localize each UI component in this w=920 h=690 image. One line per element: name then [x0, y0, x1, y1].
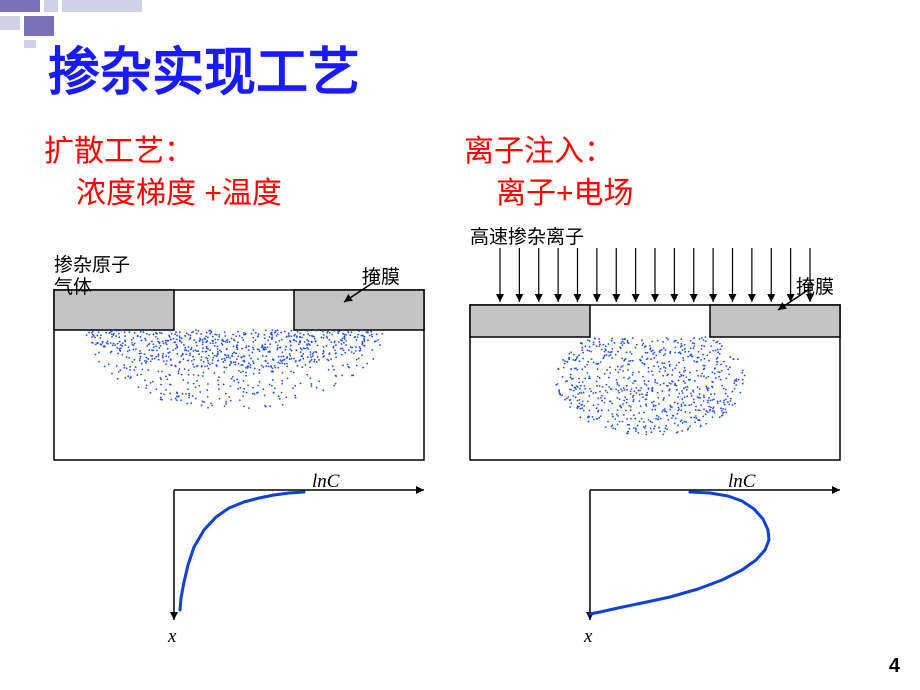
axis-x-left: x [168, 626, 176, 648]
page-number: 4 [889, 655, 900, 678]
right-subtitle-2: 离子+电场 [496, 168, 634, 212]
left-subtitle-1: 扩散工艺： [44, 126, 194, 170]
label-ions: 高速掺杂离子 [470, 222, 584, 249]
ion-implant-diagram: 高速掺杂离子 掩膜 lnC x [460, 210, 880, 650]
label-mask-right: 掩膜 [796, 272, 834, 299]
left-subtitle-2: 浓度梯度 +温度 [76, 168, 282, 212]
diffusion-diagram: 掺杂原子 气体 掩膜 lnC x [44, 210, 444, 650]
axis-x-right: x [584, 626, 592, 648]
right-subtitle-1: 离子注入： [464, 126, 614, 170]
axis-lnC-right: lnC [728, 471, 755, 493]
axis-lnC-left: lnC [312, 471, 339, 493]
label-gas-2: 气体 [54, 272, 92, 299]
label-mask-left: 掩膜 [362, 262, 400, 289]
page-title: 掺杂实现工艺 [48, 30, 360, 105]
